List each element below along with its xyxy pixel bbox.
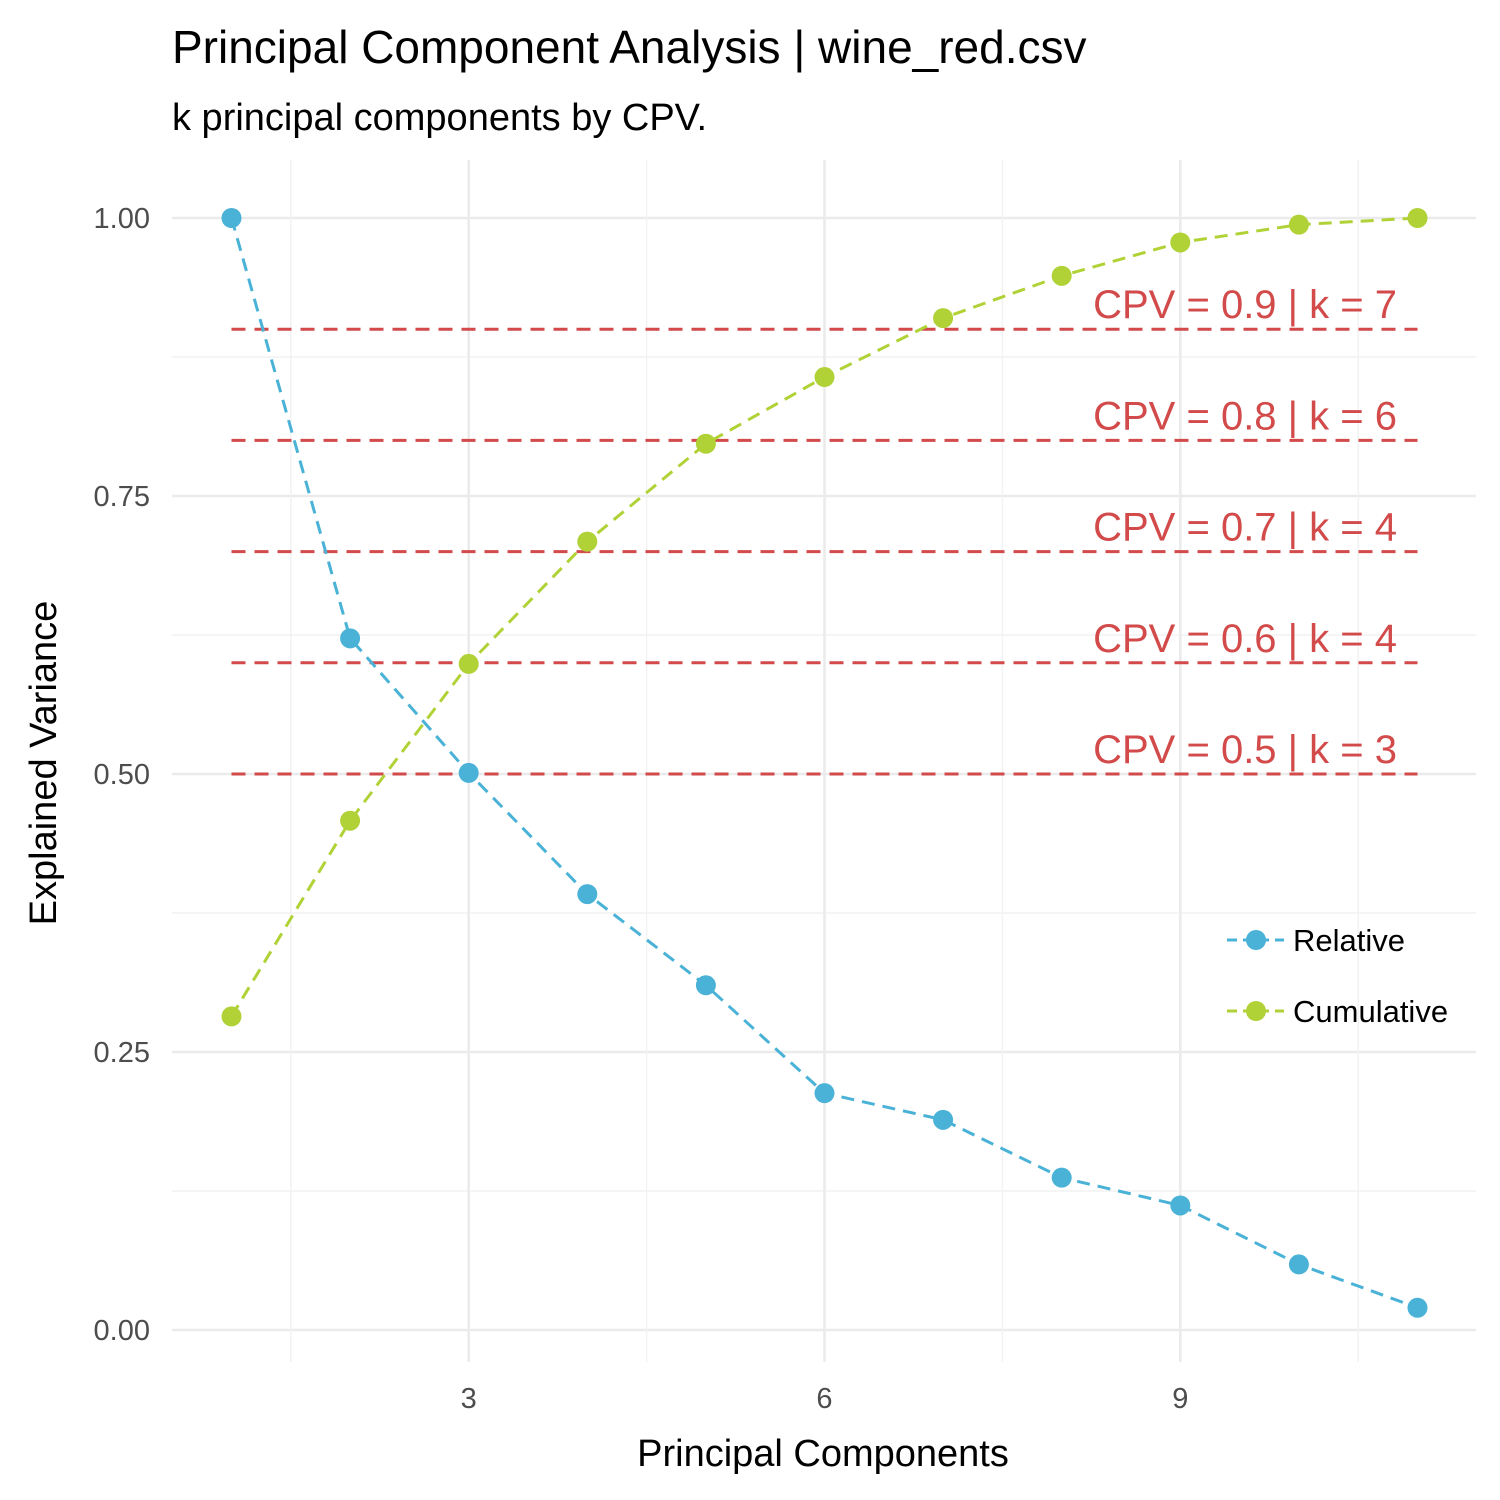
point-relative <box>695 975 716 996</box>
point-relative <box>577 884 598 905</box>
x-tick-label: 9 <box>1172 1383 1188 1415</box>
point-cumulative <box>695 433 716 454</box>
point-cumulative <box>458 653 479 674</box>
x-tick-label: 6 <box>816 1383 832 1415</box>
x-tick-label: 3 <box>461 1383 477 1415</box>
legend-key-point <box>1246 930 1266 950</box>
legend-label-relative: Relative <box>1293 923 1405 958</box>
point-cumulative <box>814 367 835 388</box>
point-relative <box>1051 1167 1072 1188</box>
point-cumulative <box>933 308 954 329</box>
cpv-reference-label: CPV = 0.7 | k = 4 <box>1093 506 1397 550</box>
point-cumulative <box>221 1006 242 1027</box>
point-relative <box>340 628 361 649</box>
point-cumulative <box>577 531 598 552</box>
point-relative <box>814 1083 835 1104</box>
y-tick-label: 0.25 <box>94 1037 150 1069</box>
point-relative <box>1288 1254 1309 1275</box>
y-tick-label: 0.75 <box>94 481 150 513</box>
tick-labels: 0.00 0.25 0.50 0.75 1.00 3 6 9 <box>94 203 1189 1415</box>
chart-title: Principal Component Analysis | wine_red.… <box>172 21 1087 73</box>
cpv-reference-label: CPV = 0.8 | k = 6 <box>1093 394 1397 438</box>
point-cumulative <box>1051 265 1072 286</box>
y-tick-label: 0.50 <box>94 759 150 791</box>
point-cumulative <box>1288 214 1309 235</box>
cpv-reference-label: CPV = 0.9 | k = 7 <box>1093 283 1397 327</box>
point-relative <box>221 208 242 228</box>
series <box>221 208 1428 1318</box>
point-relative <box>933 1109 954 1130</box>
point-cumulative <box>1170 232 1191 253</box>
point-relative <box>1170 1195 1191 1216</box>
legend-key-point <box>1246 1001 1266 1021</box>
legend-label-cumulative: Cumulative <box>1293 994 1448 1029</box>
cpv-reference-label: CPV = 0.5 | k = 3 <box>1093 728 1397 772</box>
point-cumulative <box>1407 208 1428 228</box>
legend: Relative Cumulative <box>1227 923 1448 1029</box>
reference-lines: CPV = 0.9 | k = 7 CPV = 0.8 | k = 6 CPV = … <box>231 283 1418 776</box>
y-tick-label: 1.00 <box>94 203 150 235</box>
point-relative <box>458 762 479 783</box>
point-relative <box>1407 1297 1428 1318</box>
y-tick-label: 0.00 <box>94 1315 150 1347</box>
cpv-reference-label: CPV = 0.6 | k = 4 <box>1093 617 1397 661</box>
grid <box>172 160 1476 1362</box>
x-axis-title: Principal Components <box>637 1433 1009 1475</box>
y-axis-title: Explained Variance <box>23 601 65 926</box>
chart-subtitle: k principal components by CPV. <box>172 97 707 139</box>
point-cumulative <box>340 810 361 831</box>
